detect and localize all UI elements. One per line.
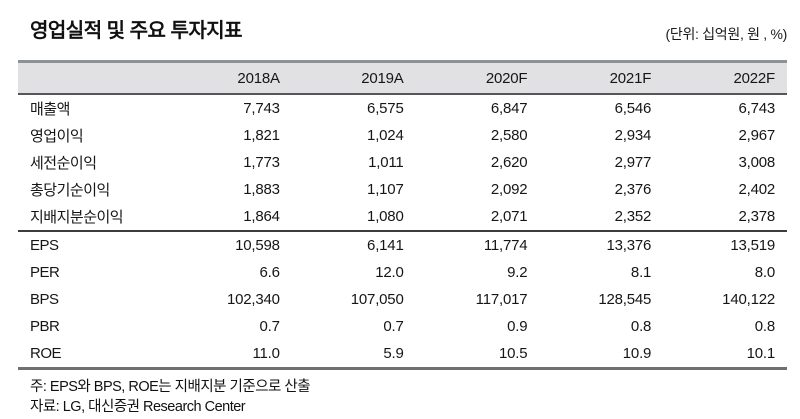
cell-value: 140,122 [722, 291, 775, 308]
cell-value: 2,934 [614, 127, 652, 144]
cell-value: 6,546 [614, 100, 652, 117]
cell-value: 1,080 [291, 203, 416, 232]
cell-value: 1,864 [168, 203, 292, 232]
row-label: 매출액 [30, 101, 70, 118]
cell-value: 10.1 [663, 340, 787, 370]
cell-value: 10.5 [415, 340, 540, 370]
table-row: ROE 11.0 5.9 10.5 10.9 10.1 [18, 340, 787, 370]
cell-value: 6.6 [259, 264, 280, 281]
table-row: 총당기순이익 1,883 1,107 2,092 2,376 2,402 [18, 176, 787, 203]
table-row: PER 6.6 12.0 9.2 8.1 8.0 [18, 259, 787, 286]
row-label: 영업이익 [30, 128, 84, 145]
table-section-earnings: 매출액 7,743 6,575 6,847 6,546 6,743 영업이익 1,821 1,0… [18, 94, 787, 232]
row-label: 총당기순이익 [30, 182, 110, 199]
table-row: PBR 0.7 0.7 0.9 0.8 0.8 [18, 313, 787, 340]
cell-value: 117,017 [475, 291, 528, 308]
column-header: 2020F [415, 60, 540, 95]
row-label: PBR [30, 318, 60, 335]
cell-value: 102,340 [226, 291, 280, 308]
cell-value: 2,620 [490, 154, 528, 171]
unit-label: (단위: 십억원, 원 , %) [665, 26, 788, 42]
footnotes: 주: EPS와 BPS, ROE는 지배지분 기준으로 산출 자료: LG, 대… [30, 377, 800, 417]
header-row: 2018A 2019A 2020F 2021F 2022F [18, 60, 787, 95]
cell-value: 0.7 [383, 318, 404, 335]
cell-value: 6,847 [490, 100, 528, 117]
page-title: 영업실적 및 주요 투자지표 [30, 20, 243, 42]
column-header: 2019A [291, 60, 416, 95]
cell-value: 5.9 [291, 340, 416, 370]
cell-value: 13,519 [730, 237, 775, 254]
cell-value: 13,376 [606, 237, 652, 254]
cell-value: 1,773 [243, 154, 280, 171]
cell-value: 128,545 [598, 291, 652, 308]
cell-value: 2,376 [614, 181, 652, 198]
cell-value: 6,575 [367, 100, 404, 117]
column-header: 2018A [168, 60, 292, 95]
cell-value: 1,883 [243, 181, 280, 198]
cell-value: 6,743 [738, 100, 775, 117]
cell-value: 11.0 [168, 340, 292, 370]
cell-value: 1,821 [243, 127, 280, 144]
cell-value: 2,352 [539, 203, 664, 232]
financial-table: 2018A 2019A 2020F 2021F 2022F 매출액 7,743 6,575 6… [18, 60, 787, 370]
table-row: 영업이익 1,821 1,024 2,580 2,934 2,967 [18, 122, 787, 149]
cell-value: 1,011 [368, 154, 404, 171]
row-label: PER [30, 264, 60, 281]
source-note: 자료: LG, 대신증권 Research Center [30, 399, 246, 415]
column-header: 2021F [539, 60, 664, 95]
table-row: BPS 102,340 107,050 117,017 128,545 140,122 [18, 286, 787, 313]
cell-value: 6,141 [367, 237, 404, 254]
cell-value: 0.9 [507, 318, 528, 335]
table-row: 지배지분순이익 1,864 1,080 2,071 2,352 2,378 [18, 203, 787, 232]
header-label-spacer [18, 60, 168, 95]
row-label: ROE [18, 340, 168, 370]
row-label: 세전순이익 [30, 155, 97, 172]
cell-value: 0.8 [754, 318, 775, 335]
cell-value: 7,743 [243, 100, 280, 117]
table-row: 세전순이익 1,773 1,011 2,620 2,977 3,008 [18, 149, 787, 176]
cell-value: 2,402 [738, 181, 775, 198]
cell-value: 107,050 [350, 291, 404, 308]
table-header-bar: 영업실적 및 주요 투자지표 (단위: 십억원, 원 , %) [30, 0, 787, 44]
cell-value: 2,580 [490, 127, 528, 144]
cell-value: 10,598 [235, 237, 280, 254]
cell-value: 1,024 [367, 127, 404, 144]
cell-value: 11,774 [483, 237, 528, 254]
cell-value: 12.0 [375, 264, 404, 281]
cell-value: 0.7 [259, 318, 280, 335]
table-row: 매출액 7,743 6,575 6,847 6,546 6,743 [18, 94, 787, 122]
cell-value: 8.0 [754, 264, 775, 281]
cell-value: 2,378 [663, 203, 787, 232]
footnote: 주: EPS와 BPS, ROE는 지배지분 기준으로 산출 [30, 379, 311, 395]
table-section-valuation: EPS 10,598 6,141 11,774 13,376 13,519 PER 6.6 12… [18, 231, 787, 370]
cell-value: 9.2 [507, 264, 528, 281]
cell-value: 8.1 [630, 264, 652, 281]
row-label: 지배지분순이익 [18, 203, 168, 232]
row-label: EPS [30, 237, 59, 254]
cell-value: 1,107 [367, 181, 404, 198]
cell-value: 0.8 [630, 318, 652, 335]
cell-value: 2,092 [490, 181, 528, 198]
cell-value: 2,071 [415, 203, 540, 232]
column-header: 2022F [663, 60, 787, 95]
table-header-row: 2018A 2019A 2020F 2021F 2022F [18, 60, 787, 95]
cell-value: 3,008 [738, 154, 775, 171]
table-row: EPS 10,598 6,141 11,774 13,376 13,519 [18, 231, 787, 259]
row-label: BPS [30, 291, 59, 308]
cell-value: 10.9 [539, 340, 664, 370]
cell-value: 2,967 [738, 127, 775, 144]
cell-value: 2,977 [614, 154, 652, 171]
